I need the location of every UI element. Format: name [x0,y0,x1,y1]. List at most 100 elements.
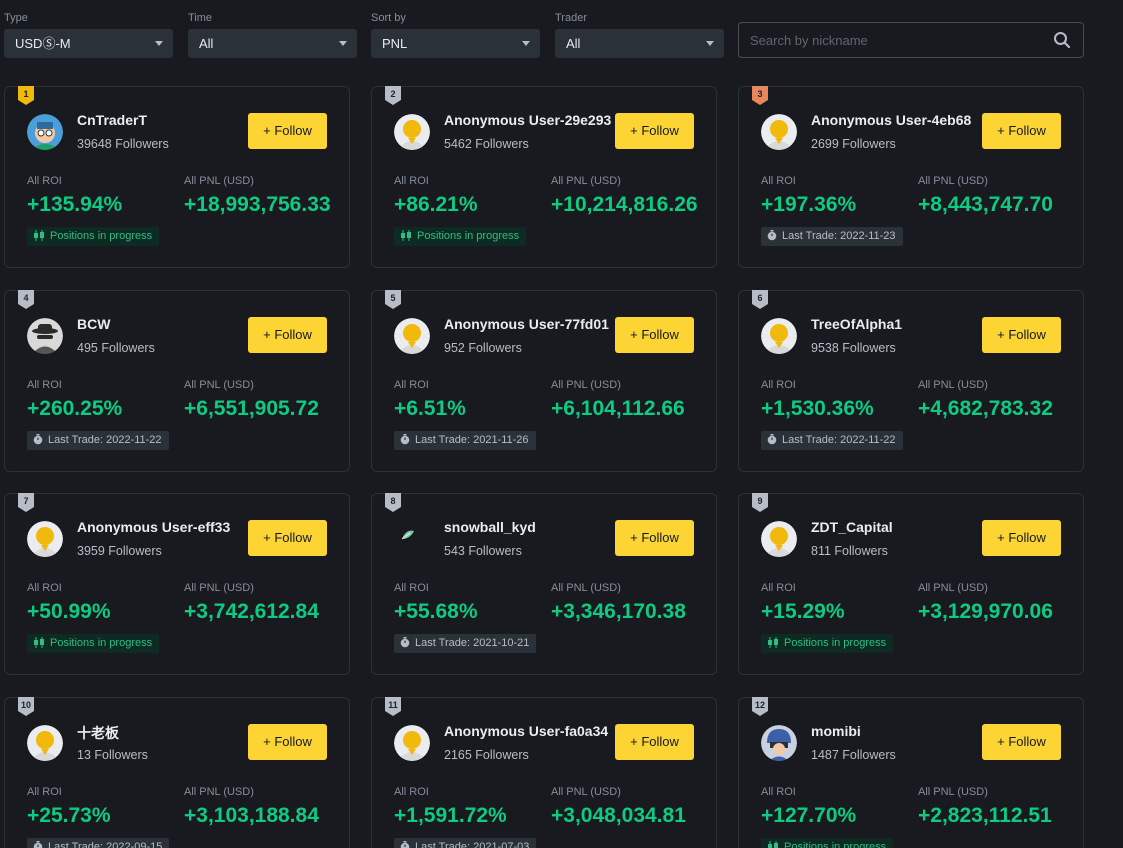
trader-card[interactable]: 1 CnTraderT 39648 Followers + Follow All ROI… [4,86,350,268]
follower-count: 39648 Followers [77,137,169,151]
rank-number: 1 [23,89,29,99]
leaf-avatar[interactable] [394,521,430,557]
follow-button[interactable]: + Follow [982,520,1061,556]
follower-count: 811 Followers [811,544,888,558]
pnl-label: All PNL (USD) [551,175,621,187]
rank-badge: 6 [750,290,770,310]
follow-button[interactable]: + Follow [248,520,327,556]
trader-card[interactable]: 11 Anonymous User-fa0a34 2165 Followers + F… [371,697,717,848]
trader-nickname[interactable]: Anonymous User-eff33 [77,519,231,535]
trader-card[interactable]: 12 momibi 1487 Followers + Follow All ROI All… [738,697,1084,848]
trader-card[interactable]: 5 Anonymous User-77fd01 952 Followers + Fol… [371,290,717,472]
status-badge: Last Trade: 2022-11-23 [761,227,903,246]
roi-label: All ROI [394,582,429,594]
default-avatar[interactable] [761,318,797,354]
follow-button[interactable]: + Follow [248,724,327,760]
trader-nickname[interactable]: Anonymous User-29e293 [444,112,612,128]
default-avatar[interactable] [394,725,430,761]
time-filter-label: Time [188,12,213,24]
type-filter-label: Type [4,12,28,24]
trader-card[interactable]: 9 ZDT_Capital 811 Followers + Follow All ROI… [738,493,1084,675]
trader-nickname[interactable]: ZDT_Capital [811,519,893,535]
follow-button[interactable]: + Follow [615,724,694,760]
rank-badge: 9 [750,493,770,513]
trader-nickname[interactable]: CnTraderT [77,112,148,128]
candlestick-icon [768,841,778,848]
trader-nickname[interactable]: Anonymous User-77fd01 [444,316,609,332]
trader-nickname[interactable]: TreeOfAlpha1 [811,316,903,332]
default-avatar[interactable] [761,521,797,557]
trader-filter-label: Trader [555,12,587,24]
follow-button[interactable]: + Follow [615,317,694,353]
follow-button[interactable]: + Follow [248,317,327,353]
follow-button[interactable]: + Follow [982,113,1061,149]
trader-filter: Trader All [555,11,724,58]
pnl-value: +3,742,612.84 [184,600,319,623]
trader-card[interactable]: 2 Anonymous User-29e293 5462 Followers + Fo… [371,86,717,268]
clock-icon [400,434,410,445]
trader-card[interactable]: 10 十老板 13 Followers + Follow All ROI All PNL … [4,697,350,848]
pnl-label: All PNL (USD) [184,175,254,187]
trader-card[interactable]: 3 Anonymous User-4eb68 2699 Followers + Fol… [738,86,1084,268]
status-badge: Positions in progress [27,227,160,246]
roi-value: +1,591.72% [394,804,507,827]
follow-button[interactable]: + Follow [982,317,1061,353]
sort-select[interactable]: PNL [371,29,540,58]
spy-avatar[interactable] [27,318,63,354]
clock-icon [33,434,43,445]
sort-filter: Sort by PNL [371,11,540,58]
roi-label: All ROI [761,582,796,594]
type-filter: Type USDⓈ-M [4,11,173,58]
follower-count: 2165 Followers [444,748,529,762]
status-text: Positions in progress [50,637,153,649]
trader-nickname[interactable]: BCW [77,316,111,332]
trader-nickname[interactable]: momibi [811,723,861,739]
status-text: Last Trade: 2022-09-15 [48,841,163,848]
cartoon-avatar[interactable] [27,114,63,150]
roi-label: All ROI [27,379,62,391]
type-select[interactable]: USDⓈ-M [4,29,173,58]
default-avatar[interactable] [761,114,797,150]
rank-badge: 12 [750,697,770,717]
rank-number: 11 [388,700,398,710]
trader-card[interactable]: 8 snowball_kyd 543 Followers + Follow All RO… [371,493,717,675]
trader-card[interactable]: 6 TreeOfAlpha1 9538 Followers + Follow All R… [738,290,1084,472]
follow-button[interactable]: + Follow [615,113,694,149]
rank-badge: 1 [16,86,36,106]
pnl-value: +3,048,034.81 [551,804,686,827]
clock-icon [767,434,777,445]
status-badge: Last Trade: 2022-11-22 [27,431,169,450]
follow-button[interactable]: + Follow [248,113,327,149]
roi-label: All ROI [761,175,796,187]
search-icon[interactable] [1053,31,1071,49]
trader-nickname[interactable]: snowball_kyd [444,519,536,535]
time-select[interactable]: All [188,29,357,58]
follower-count: 13 Followers [77,748,148,762]
trader-card[interactable]: 7 Anonymous User-eff33 3959 Followers + Fol… [4,493,350,675]
status-text: Last Trade: 2021-11-26 [415,434,529,446]
rank-badge: 7 [16,493,36,513]
default-avatar[interactable] [394,114,430,150]
trader-card[interactable]: 4 BCW 495 Followers + Follow All ROI All PNL … [4,290,350,472]
pnl-label: All PNL (USD) [918,175,988,187]
trader-nickname[interactable]: Anonymous User-fa0a34 [444,723,609,739]
trader-select-value: All [566,36,581,51]
roi-value: +127.70% [761,804,857,827]
search-input[interactable] [739,23,1039,57]
pnl-label: All PNL (USD) [551,582,621,594]
helmet-avatar[interactable] [761,725,797,761]
candlestick-icon [401,230,411,241]
rank-badge: 2 [383,86,403,106]
trader-nickname[interactable]: Anonymous User-4eb68 [811,112,972,128]
pnl-value: +4,682,783.32 [918,397,1053,420]
sort-filter-label: Sort by [371,12,406,24]
follow-button[interactable]: + Follow [982,724,1061,760]
default-avatar[interactable] [394,318,430,354]
default-avatar[interactable] [27,521,63,557]
roi-value: +6.51% [394,397,466,420]
follow-button[interactable]: + Follow [615,520,694,556]
trader-select[interactable]: All [555,29,724,58]
rank-number: 12 [754,700,765,710]
default-avatar[interactable] [27,725,63,761]
trader-nickname[interactable]: 十老板 [77,725,119,741]
